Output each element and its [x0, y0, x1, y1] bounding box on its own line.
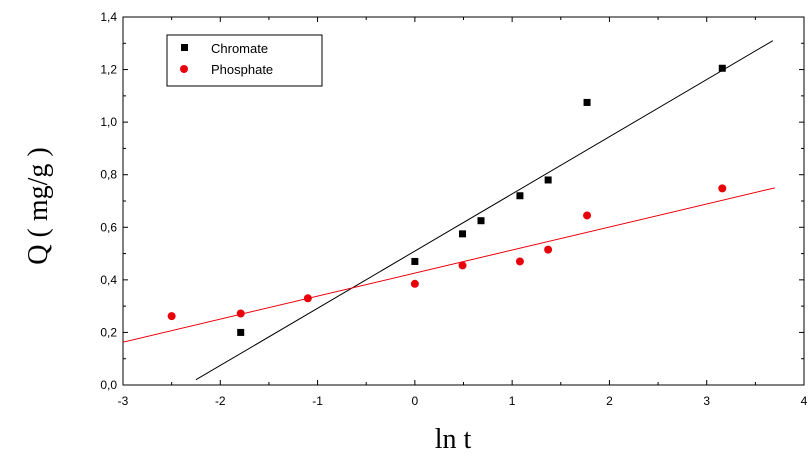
x-tick-label: 1: [509, 394, 516, 408]
data-point-chromate: [411, 257, 419, 265]
y-tick-label: 0,0: [100, 378, 117, 392]
y-tick-label: 0,2: [100, 325, 117, 339]
y-axis-ticks: 0,0 0,2 0,4 0,6 0,8 1,0 1,2 1,4: [100, 10, 804, 392]
data-point-phosphate: [236, 309, 245, 318]
y-tick-label: 0,8: [100, 168, 117, 182]
legend-marker-phosphate: [180, 65, 188, 73]
data-point-chromate: [477, 217, 485, 225]
y-tick-label: 0,6: [100, 220, 117, 234]
fit-line-phosphate: [122, 187, 775, 343]
x-tick-label: 3: [703, 394, 710, 408]
x-tick-label: 0: [412, 394, 419, 408]
y-axis-title: Q ( mg/g ): [23, 147, 54, 264]
x-tick-label: -2: [215, 394, 226, 408]
y-tick-label: 1,4: [100, 10, 117, 24]
data-point-phosphate: [515, 257, 524, 266]
data-point-chromate: [718, 64, 726, 72]
data-point-phosphate: [583, 211, 592, 220]
y-tick-label: 1,2: [100, 63, 117, 77]
legend-marker-chromate: [181, 44, 188, 51]
data-point-chromate: [459, 230, 467, 238]
legend: Chromate Phosphate: [166, 34, 323, 87]
data-point-chromate: [583, 98, 591, 106]
y-tick-label: 1,0: [100, 115, 117, 129]
data-point-phosphate: [303, 294, 312, 303]
data-point-chromate: [516, 192, 524, 200]
data-point-chromate: [237, 328, 245, 336]
x-tick-label: 2: [606, 394, 613, 408]
data-markers: [167, 64, 727, 336]
x-axis-ticks: -3 -2 -1 0 1 2 3 4: [118, 17, 808, 408]
data-point-phosphate: [544, 245, 553, 254]
fit-line-chromate: [195, 40, 774, 381]
fit-lines: [122, 40, 775, 381]
x-tick-label: 4: [801, 394, 808, 408]
x-tick-label: -1: [312, 394, 323, 408]
data-point-phosphate: [458, 261, 467, 270]
legend-label-chromate: Chromate: [211, 41, 268, 56]
legend-label-phosphate: Phosphate: [211, 62, 273, 77]
y-tick-label: 0,4: [100, 273, 117, 287]
data-point-phosphate: [718, 184, 727, 193]
data-point-phosphate: [410, 279, 419, 288]
data-point-phosphate: [167, 312, 176, 321]
data-point-chromate: [544, 176, 552, 184]
x-axis-title: ln t: [435, 424, 472, 455]
legend-box: [166, 34, 323, 87]
x-tick-label: -3: [118, 394, 129, 408]
